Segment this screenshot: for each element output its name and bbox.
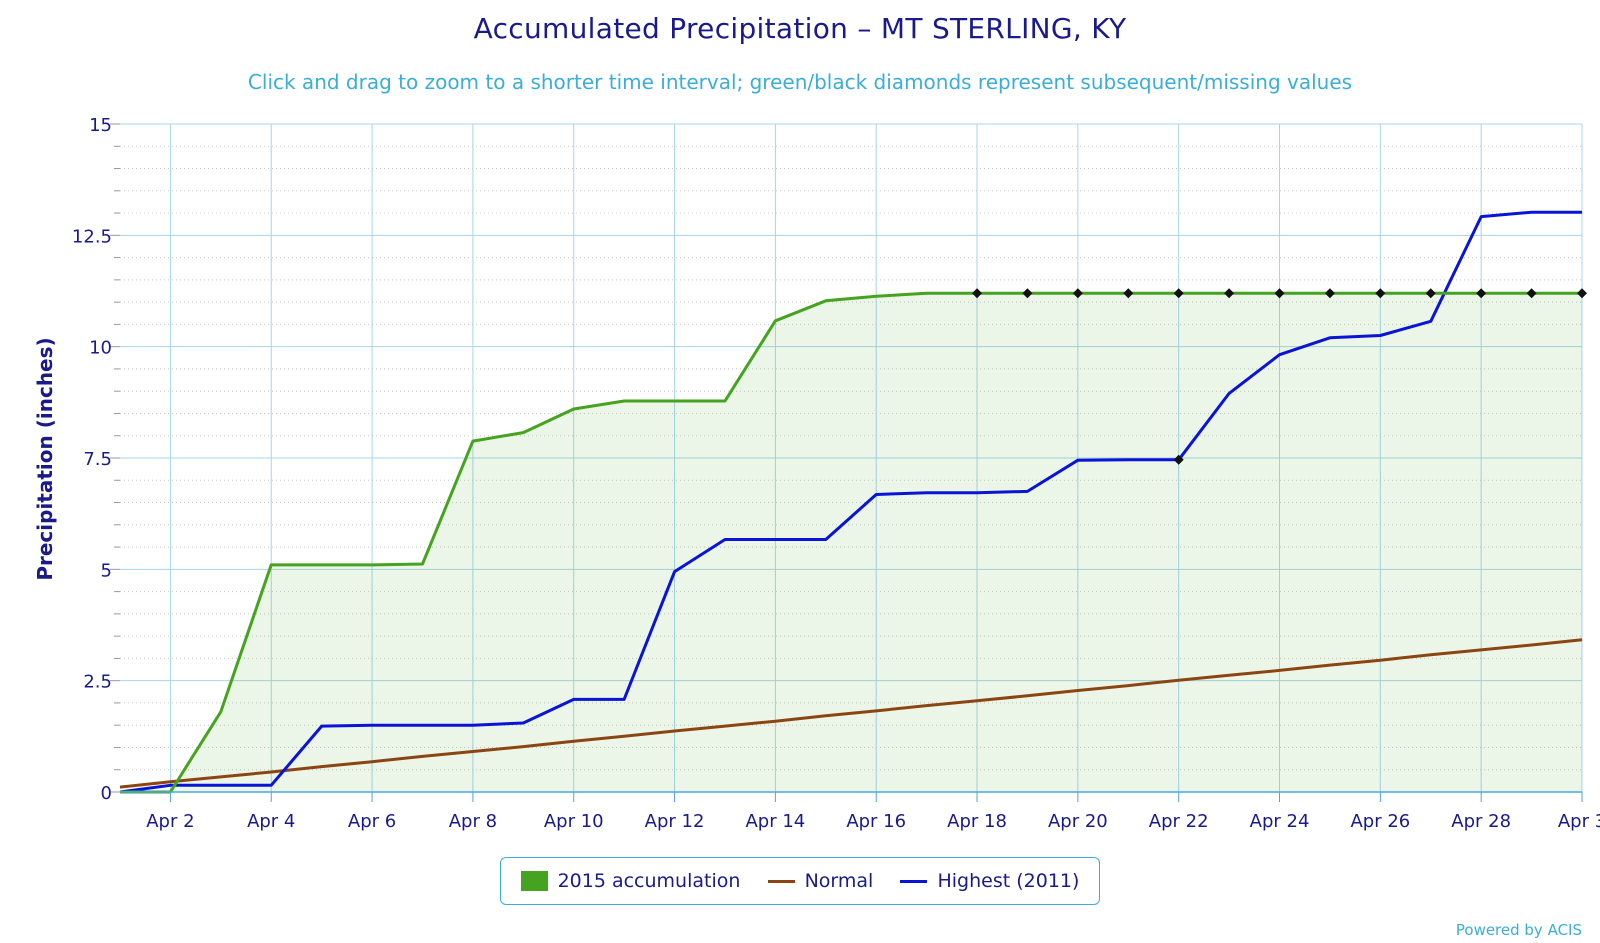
y-tick-label: 15 <box>89 115 112 136</box>
markers-layer <box>972 288 1587 465</box>
x-tick-label: Apr 3 <box>1558 811 1600 832</box>
legend-label-normal: Normal <box>804 870 874 892</box>
series-line-highest-2011 <box>119 210 1582 794</box>
accumulation-subsequent-diamond[interactable] <box>1274 288 1285 299</box>
accumulation-subsequent-diamond[interactable] <box>1324 288 1335 299</box>
x-tick-label: Apr 20 <box>1048 811 1108 832</box>
series-line-2015-accumulation <box>120 291 1582 794</box>
y-axis-title: Precipitation (inches) <box>33 337 57 580</box>
legend-swatch-highest-2011 <box>900 879 928 883</box>
series-line-normal <box>119 638 1583 789</box>
x-tick-label: Apr 4 <box>247 811 295 832</box>
accumulation-area-layer <box>120 293 1582 792</box>
legend-label-highest-2011: Highest (2011) <box>937 870 1080 892</box>
x-tick-label: Apr 8 <box>449 811 497 832</box>
accumulation-subsequent-diamond[interactable] <box>1476 288 1487 299</box>
y-tick-label: 12.5 <box>72 226 112 247</box>
x-tick-label: Apr 24 <box>1250 811 1310 832</box>
y-tick-label: 2.5 <box>83 672 112 693</box>
x-tick-label: Apr 28 <box>1451 811 1511 832</box>
legend-swatch-normal <box>767 879 795 883</box>
credits-link[interactable]: Powered by ACIS <box>1455 921 1582 939</box>
x-tick-label: Apr 16 <box>846 811 906 832</box>
y-tick-label: 7.5 <box>83 449 112 470</box>
accumulation-subsequent-diamond[interactable] <box>1123 288 1134 299</box>
chart-subtitle: Click and drag to zoom to a shorter time… <box>247 70 1353 94</box>
y-tick-label: 0 <box>101 783 112 804</box>
accumulation-subsequent-diamond[interactable] <box>1375 288 1386 299</box>
legend-swatch-2015-accumulation <box>520 871 548 891</box>
chart-title: Accumulated Precipitation – MT STERLING,… <box>473 12 1127 45</box>
legend-item-highest-2011[interactable]: Highest (2011) <box>900 870 1079 892</box>
x-tick-label: Apr 10 <box>544 811 604 832</box>
legend-label-2015-accumulation: 2015 accumulation <box>557 870 741 892</box>
axes-layer: 0 2.5 5 7.5 10 12.5 15 Apr 2 Apr 4 Apr 6 Apr 8 Apr … <box>72 115 1600 832</box>
accumulation-subsequent-diamond[interactable] <box>1425 288 1436 299</box>
accumulation-subsequent-diamond[interactable] <box>972 288 983 299</box>
y-tick-label: 5 <box>101 560 112 581</box>
x-tick-label: Apr 14 <box>745 811 805 832</box>
x-tick-label: Apr 2 <box>146 811 194 832</box>
legend-item-2015-accumulation[interactable]: 2015 accumulation <box>520 870 741 892</box>
highest-2011-diamond[interactable] <box>1173 454 1184 465</box>
legend-item-normal[interactable]: Normal <box>767 870 874 892</box>
accumulation-subsequent-diamond[interactable] <box>1526 288 1537 299</box>
accumulation-area-fill <box>120 293 1582 792</box>
legend: 2015 accumulation Normal Highest (2011) <box>500 857 1100 905</box>
y-tick-label: 10 <box>89 338 112 359</box>
x-tick-label: Apr 26 <box>1350 811 1410 832</box>
x-tick-label: Apr 18 <box>947 811 1007 832</box>
accumulation-subsequent-diamond[interactable] <box>1072 288 1083 299</box>
series-lines-layer <box>119 210 1583 794</box>
accumulation-subsequent-diamond[interactable] <box>1022 288 1033 299</box>
x-tick-label: Apr 12 <box>645 811 705 832</box>
x-tick-label: Apr 22 <box>1149 811 1209 832</box>
accumulation-subsequent-diamond[interactable] <box>1577 288 1587 299</box>
accumulation-subsequent-diamond[interactable] <box>1173 288 1184 299</box>
accumulation-subsequent-diamond[interactable] <box>1224 288 1235 299</box>
minor-gridlines <box>114 145 1582 771</box>
x-tick-label: Apr 6 <box>348 811 396 832</box>
